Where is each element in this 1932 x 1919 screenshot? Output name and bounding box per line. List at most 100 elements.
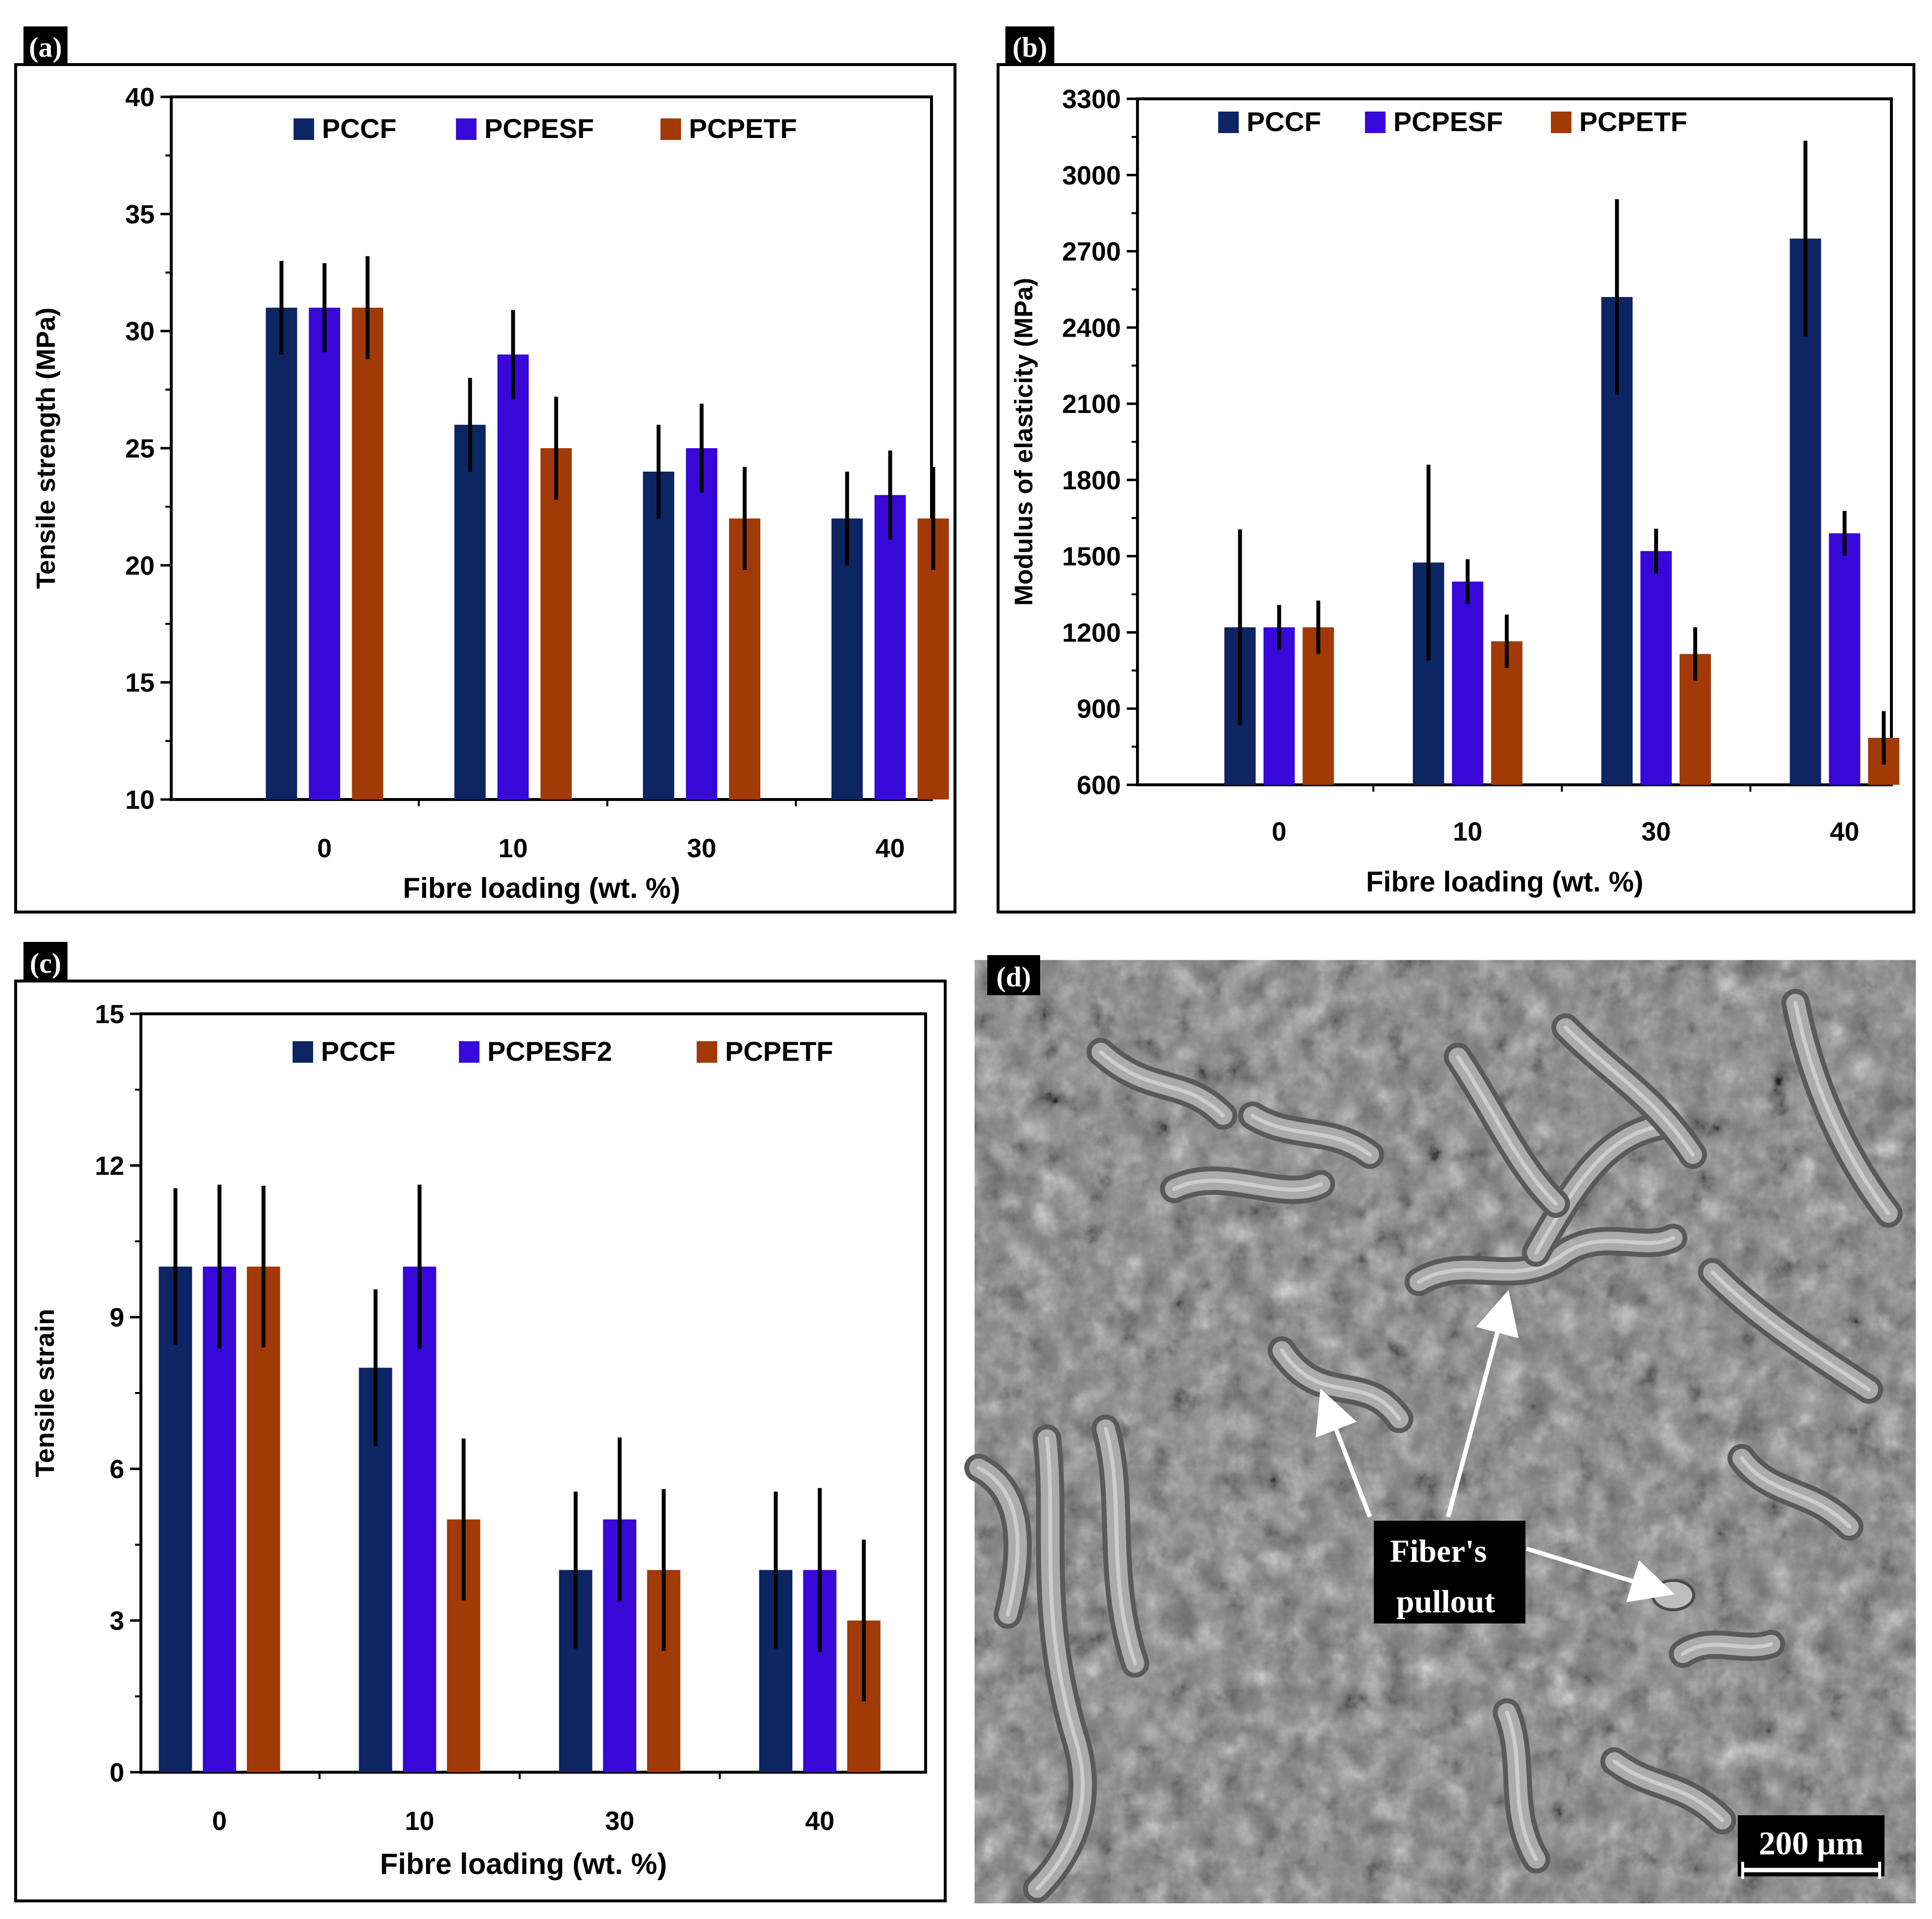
fiber-highlight [1172, 1178, 1323, 1192]
y-tick-label: 15 [125, 668, 155, 698]
x-tick-label: 10 [1453, 817, 1482, 846]
panel-c-tag: (c) [30, 947, 61, 979]
y-tick-label: 1200 [1062, 618, 1121, 647]
chart-panel-c: (c) 0 3 6 9 12 15 Tensile strain 0 10 30 40 Fibre l… [14, 942, 947, 1902]
y-tick-label: 20 [125, 551, 155, 580]
fiber-highlight [1250, 1114, 1372, 1157]
fiber-highlight [1035, 1437, 1085, 1891]
legend-swatch-pcpetf [1551, 112, 1571, 133]
panel-a-tag: (a) [29, 31, 62, 63]
legend-swatch-pcpesf [456, 118, 477, 140]
pulled-fiber-end [1651, 1579, 1695, 1611]
annotation-bg [1374, 1521, 1525, 1623]
panel-c-tag-bg [23, 942, 68, 982]
bar-pcpetf-0 [247, 1266, 280, 1772]
x-tick-label: 40 [875, 834, 905, 863]
fiber-highlight [1794, 1001, 1890, 1215]
bar-pcpesf-40 [1829, 533, 1861, 785]
y-tick-label: 2400 [1062, 313, 1121, 343]
panel-b-tag: (b) [1013, 31, 1047, 63]
legend-swatch-pcpetf [660, 118, 681, 140]
scale-bar-bg [1738, 1815, 1885, 1876]
pullout-arrow-3 [1525, 1546, 1675, 1602]
plot-c: 0 3 6 9 12 15 Tensile strain 0 10 30 40 Fibre loadi… [30, 1000, 927, 1880]
pullout-arrow-2 [1446, 1290, 1519, 1518]
legend-label-pcpesf2: PCPESF2 [487, 1036, 612, 1067]
x-tick-label: 40 [1830, 817, 1859, 846]
y-tick-label: 3300 [1062, 85, 1121, 114]
legend-label-pcpetf: PCPETF [725, 1036, 833, 1067]
legend-label-pccf: PCCF [321, 1036, 395, 1067]
y-tick-label: 35 [125, 200, 155, 229]
y-tick-label: 15 [95, 1000, 124, 1029]
bar-pccf-0 [159, 1266, 192, 1772]
panel-d-tag-bg [987, 955, 1040, 995]
chart-panel-a: (a) 10 15 20 25 30 35 40 Tensile strength (MPa)… [14, 26, 956, 914]
fiber-highlight [1417, 1236, 1675, 1284]
sem-texture [975, 960, 1916, 1903]
y-tick-label: 10 [125, 785, 155, 815]
bar-pcpetf-10 [540, 448, 572, 800]
fiber-highlight [1505, 1711, 1538, 1861]
bar-pcpesf2-10 [403, 1266, 436, 1772]
fiber-highlight [1099, 1050, 1225, 1118]
x-axis-label: Fibre loading (wt. %) [1366, 866, 1643, 898]
legend-label-pcpetf: PCPETF [1579, 106, 1687, 137]
annotation-line-2: pullout [1396, 1584, 1495, 1620]
panel-d-tag: (d) [997, 961, 1031, 993]
legend-label-pccf: PCCF [1247, 106, 1321, 137]
legend-swatch-pccf [293, 1041, 313, 1063]
y-tick-label: 25 [125, 434, 155, 463]
x-tick-label: 0 [1272, 817, 1287, 846]
fiber-highlight [1456, 1055, 1558, 1206]
x-tick-label: 30 [605, 1806, 635, 1836]
y-axis-label: Tensile strain [30, 1309, 60, 1477]
x-tick-label: 30 [687, 834, 716, 863]
bar-pcpesf-30 [1640, 551, 1672, 785]
fiber-highlight [1534, 1123, 1665, 1255]
y-tick-label: 900 [1077, 694, 1121, 724]
y-tick-label: 9 [110, 1303, 124, 1332]
y-tick-label: 1500 [1062, 542, 1121, 571]
y-tick-label: 600 [1077, 771, 1121, 800]
bar-pccf-0 [266, 307, 297, 800]
scale-bar-label: 200 μm [1759, 1825, 1864, 1862]
bar-pcpesf-30 [686, 448, 718, 800]
x-tick-label: 0 [317, 834, 332, 863]
bar-pcpesf-10 [1452, 581, 1483, 785]
panel-a-tag-bg [23, 26, 68, 66]
bar-pcpesf-0 [1263, 627, 1295, 785]
y-tick-label: 3 [110, 1606, 124, 1636]
fiber-highlight [1564, 1026, 1695, 1157]
y-axis-label: Tensile strength (MPa) [31, 307, 61, 589]
bar-pcpetf-0 [352, 307, 384, 800]
fiber-highlight [1740, 1456, 1851, 1529]
x-tick-label: 10 [499, 834, 528, 863]
x-axis-label: Fibre loading (wt. %) [380, 1848, 667, 1880]
x-tick-label: 40 [805, 1806, 835, 1836]
fiber-highlight [977, 1466, 1020, 1617]
y-tick-label: 6 [110, 1455, 124, 1484]
x-axis-label: Fibre loading (wt. %) [403, 872, 680, 904]
y-tick-label: 3000 [1062, 161, 1121, 190]
y-tick-label: 40 [125, 83, 155, 112]
y-tick-label: 0 [110, 1758, 124, 1787]
pullout-arrow-1 [1316, 1389, 1372, 1518]
y-tick-label: 2100 [1062, 389, 1121, 419]
bar-pcpesf-0 [309, 307, 341, 800]
y-tick-label: 2700 [1062, 237, 1121, 267]
legend-swatch-pcpesf2 [459, 1041, 479, 1063]
bar-pcpesf2-0 [203, 1266, 236, 1772]
y-tick-label: 12 [95, 1151, 124, 1181]
legend-swatch-pccf [1218, 112, 1239, 133]
bar-pcpesf-40 [874, 495, 906, 800]
x-tick-label: 30 [1641, 817, 1671, 846]
sem-fibers [964, 989, 1903, 1903]
fiber-highlight [1710, 1270, 1871, 1392]
x-tick-label: 0 [212, 1806, 227, 1836]
panel-b-tag-bg [1005, 26, 1054, 66]
sem-panel-d: (d) Fiber's pullout 200 μm [964, 955, 1916, 1903]
y-axis-label: Modulus of elasticity (MPa) [1010, 278, 1038, 606]
fiber-highlight [1613, 1759, 1724, 1822]
